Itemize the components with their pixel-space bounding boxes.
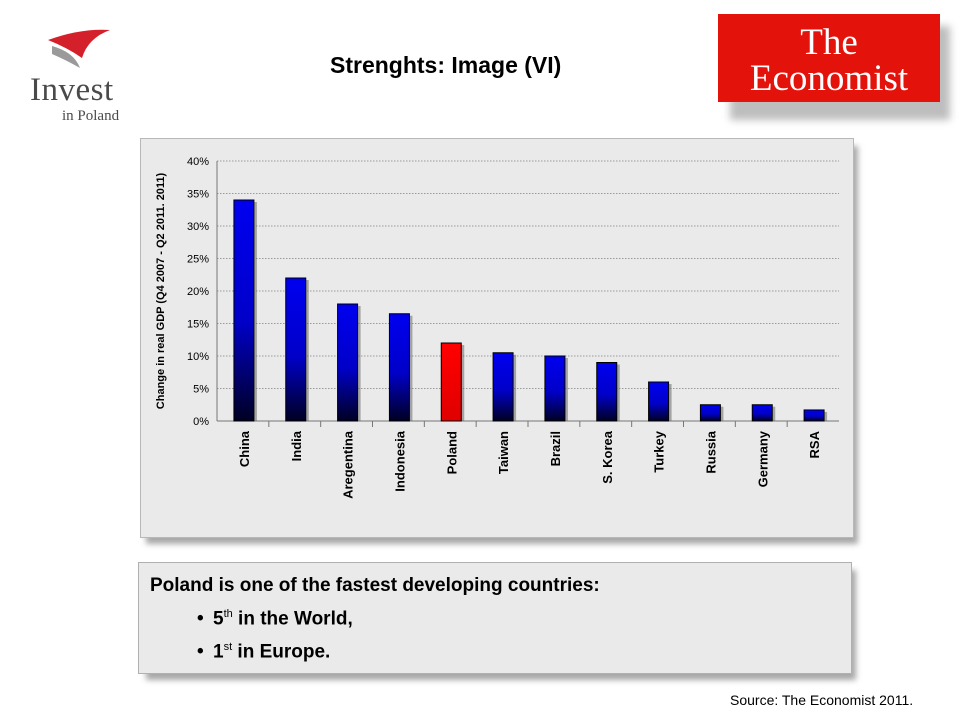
bullet-number: 5 <box>213 608 224 630</box>
y-tick-label: 25% <box>187 254 209 266</box>
bar-aregentina <box>337 303 359 422</box>
source-note: Source: The Economist 2011. <box>730 692 914 708</box>
y-tick-label: 30% <box>187 221 209 233</box>
y-axis-label: Change in real GDP (Q4 2007 - Q2 2011. 2… <box>155 172 167 409</box>
chart-panel: Change in real GDP (Q4 2007 - Q2 2011. 2… <box>140 138 854 538</box>
x-category-label: RSA <box>807 430 822 458</box>
y-tick-label: 35% <box>187 189 209 201</box>
economist-logo-line1: The <box>800 22 858 63</box>
bar-s-korea <box>596 362 618 422</box>
x-category-label: Indonesia <box>392 430 407 491</box>
x-category-label: S. Korea <box>600 430 615 484</box>
logo-swoosh-icon <box>48 29 110 68</box>
bullet-number: 1 <box>213 641 224 663</box>
info-box: Poland is one of the fastest developing … <box>138 562 852 674</box>
y-tick-label: 10% <box>187 351 209 363</box>
bar-germany <box>751 404 773 422</box>
bullet-ordinal-suffix: th <box>223 608 233 620</box>
y-tick-label: 40% <box>187 156 209 168</box>
bullet-ordinal-suffix: st <box>223 641 233 653</box>
economist-logo: The Economist <box>718 14 940 102</box>
page-title: Strenghts: Image (VI) <box>330 52 562 78</box>
x-category-label: Germany <box>755 430 770 487</box>
x-category-label: Turkey <box>652 430 667 472</box>
x-category-label: China <box>237 430 252 467</box>
x-category-label: India <box>289 430 304 461</box>
economist-logo-line2: Economist <box>749 58 909 99</box>
y-tick-label: 0% <box>193 416 209 428</box>
y-tick-label: 5% <box>193 384 209 396</box>
info-headline: Poland is one of the fastest developing … <box>150 575 600 596</box>
bar-turkey <box>648 381 670 422</box>
bullet-text: in the World, <box>232 608 353 630</box>
bar-india <box>285 277 307 422</box>
bullet-item: • 1st in Europe. <box>197 641 331 663</box>
bar-taiwan <box>492 352 514 422</box>
bar-brazil <box>544 355 566 422</box>
bar-rsa <box>803 409 825 422</box>
y-tick-label: 20% <box>187 286 209 298</box>
logo-in-poland-text: in Poland <box>62 108 120 124</box>
bullet-item: • 5th in the World, <box>197 608 353 630</box>
bar-poland <box>440 342 462 422</box>
bullet-text: in Europe. <box>232 641 331 663</box>
invest-in-poland-logo: Invest in Poland <box>26 28 146 124</box>
x-category-label: Aregentina <box>341 430 356 499</box>
x-category-label: Russia <box>703 430 718 473</box>
bullet-dot-icon: • <box>197 641 204 663</box>
bar-china <box>233 199 255 422</box>
x-category-label: Poland <box>444 431 459 474</box>
logo-invest-text: Invest <box>30 72 114 108</box>
gdp-bar-chart: Change in real GDP (Q4 2007 - Q2 2011. 2… <box>155 156 839 499</box>
y-tick-label: 15% <box>187 319 209 331</box>
bar-indonesia <box>388 313 410 422</box>
bar-russia <box>699 404 721 422</box>
bullet-dot-icon: • <box>197 608 204 630</box>
x-category-label: Brazil <box>548 431 563 466</box>
x-category-label: Taiwan <box>496 431 511 474</box>
